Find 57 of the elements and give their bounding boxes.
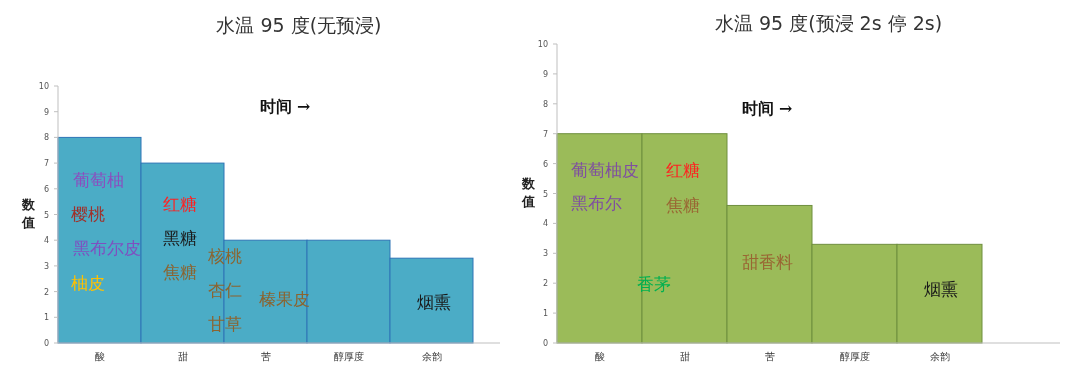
y-tick-label: 6 (43, 184, 49, 194)
annotation: 香茅 (637, 274, 671, 294)
chart-title: 水温 95 度(预浸 2s 停 2s) (714, 12, 943, 34)
annotation: 焦糖 (163, 262, 197, 282)
annotation: 樱桃 (71, 204, 105, 224)
y-tick-label: 9 (43, 107, 49, 117)
y-tick-label: 4 (542, 219, 548, 229)
y-tick-label: 5 (542, 189, 548, 199)
y-tick-label: 4 (43, 236, 49, 246)
annotation: 焦糖 (666, 195, 700, 215)
x-tick-label: 醇厚度 (839, 351, 870, 362)
y-axis-title: 数值 (520, 175, 536, 209)
y-tick-label: 10 (537, 40, 548, 49)
y-axis-title: 数值 (20, 196, 36, 230)
annotation: 黑布尔 (570, 193, 622, 213)
x-tick-label: 醇厚度 (333, 351, 364, 362)
y-tick-label: 1 (43, 313, 49, 323)
y-tick-label: 10 (38, 82, 49, 91)
y-tick-label: 0 (43, 339, 49, 348)
y-tick-label: 3 (542, 249, 548, 259)
annotation: 榛果皮 (258, 289, 310, 309)
x-tick-label: 酸 (94, 351, 105, 362)
y-tick-label: 7 (43, 159, 49, 169)
annotation: 红糖 (163, 194, 197, 214)
x-tick-label: 酸 (594, 351, 605, 362)
annotation: 甜香料 (741, 252, 793, 272)
y-tick-label: 5 (43, 210, 49, 220)
y-tick-label: 1 (542, 309, 548, 319)
annotation: 时间 → (741, 99, 793, 118)
x-tick-label: 余韵 (421, 351, 442, 362)
x-tick-label: 甜 (177, 351, 188, 362)
x-tick-label: 余韵 (929, 351, 950, 362)
x-tick-label: 甜 (679, 351, 690, 362)
y-tick-label: 2 (43, 287, 49, 297)
annotation: 黑布尔皮 (73, 238, 141, 258)
y-tick-label: 2 (542, 279, 548, 289)
y-tick-label: 0 (542, 339, 548, 348)
annotation: 柚皮 (71, 273, 105, 293)
y-tick-label: 9 (542, 69, 548, 79)
annotation: 甘草 (208, 314, 242, 334)
annotation: 黑糖 (163, 228, 197, 248)
annotation: 时间 → (259, 97, 311, 116)
y-tick-label: 6 (542, 159, 548, 169)
annotation: 烟熏 (924, 279, 958, 299)
y-tick-label: 8 (542, 99, 548, 109)
annotation: 红糖 (666, 160, 700, 180)
y-tick-label: 7 (542, 129, 548, 139)
x-tick-label: 苦 (260, 351, 271, 362)
annotation: 烟熏 (417, 292, 451, 312)
y-tick-label: 3 (43, 261, 49, 271)
annotation: 葡萄柚皮 (571, 160, 639, 180)
annotation: 核桃 (207, 246, 242, 266)
annotation: 葡萄柚 (72, 170, 124, 190)
y-tick-label: 8 (43, 133, 49, 143)
annotation: 杏仁 (208, 280, 242, 300)
x-tick-label: 苦 (764, 351, 775, 362)
chart-title: 水温 95 度(无预浸) (216, 14, 382, 36)
